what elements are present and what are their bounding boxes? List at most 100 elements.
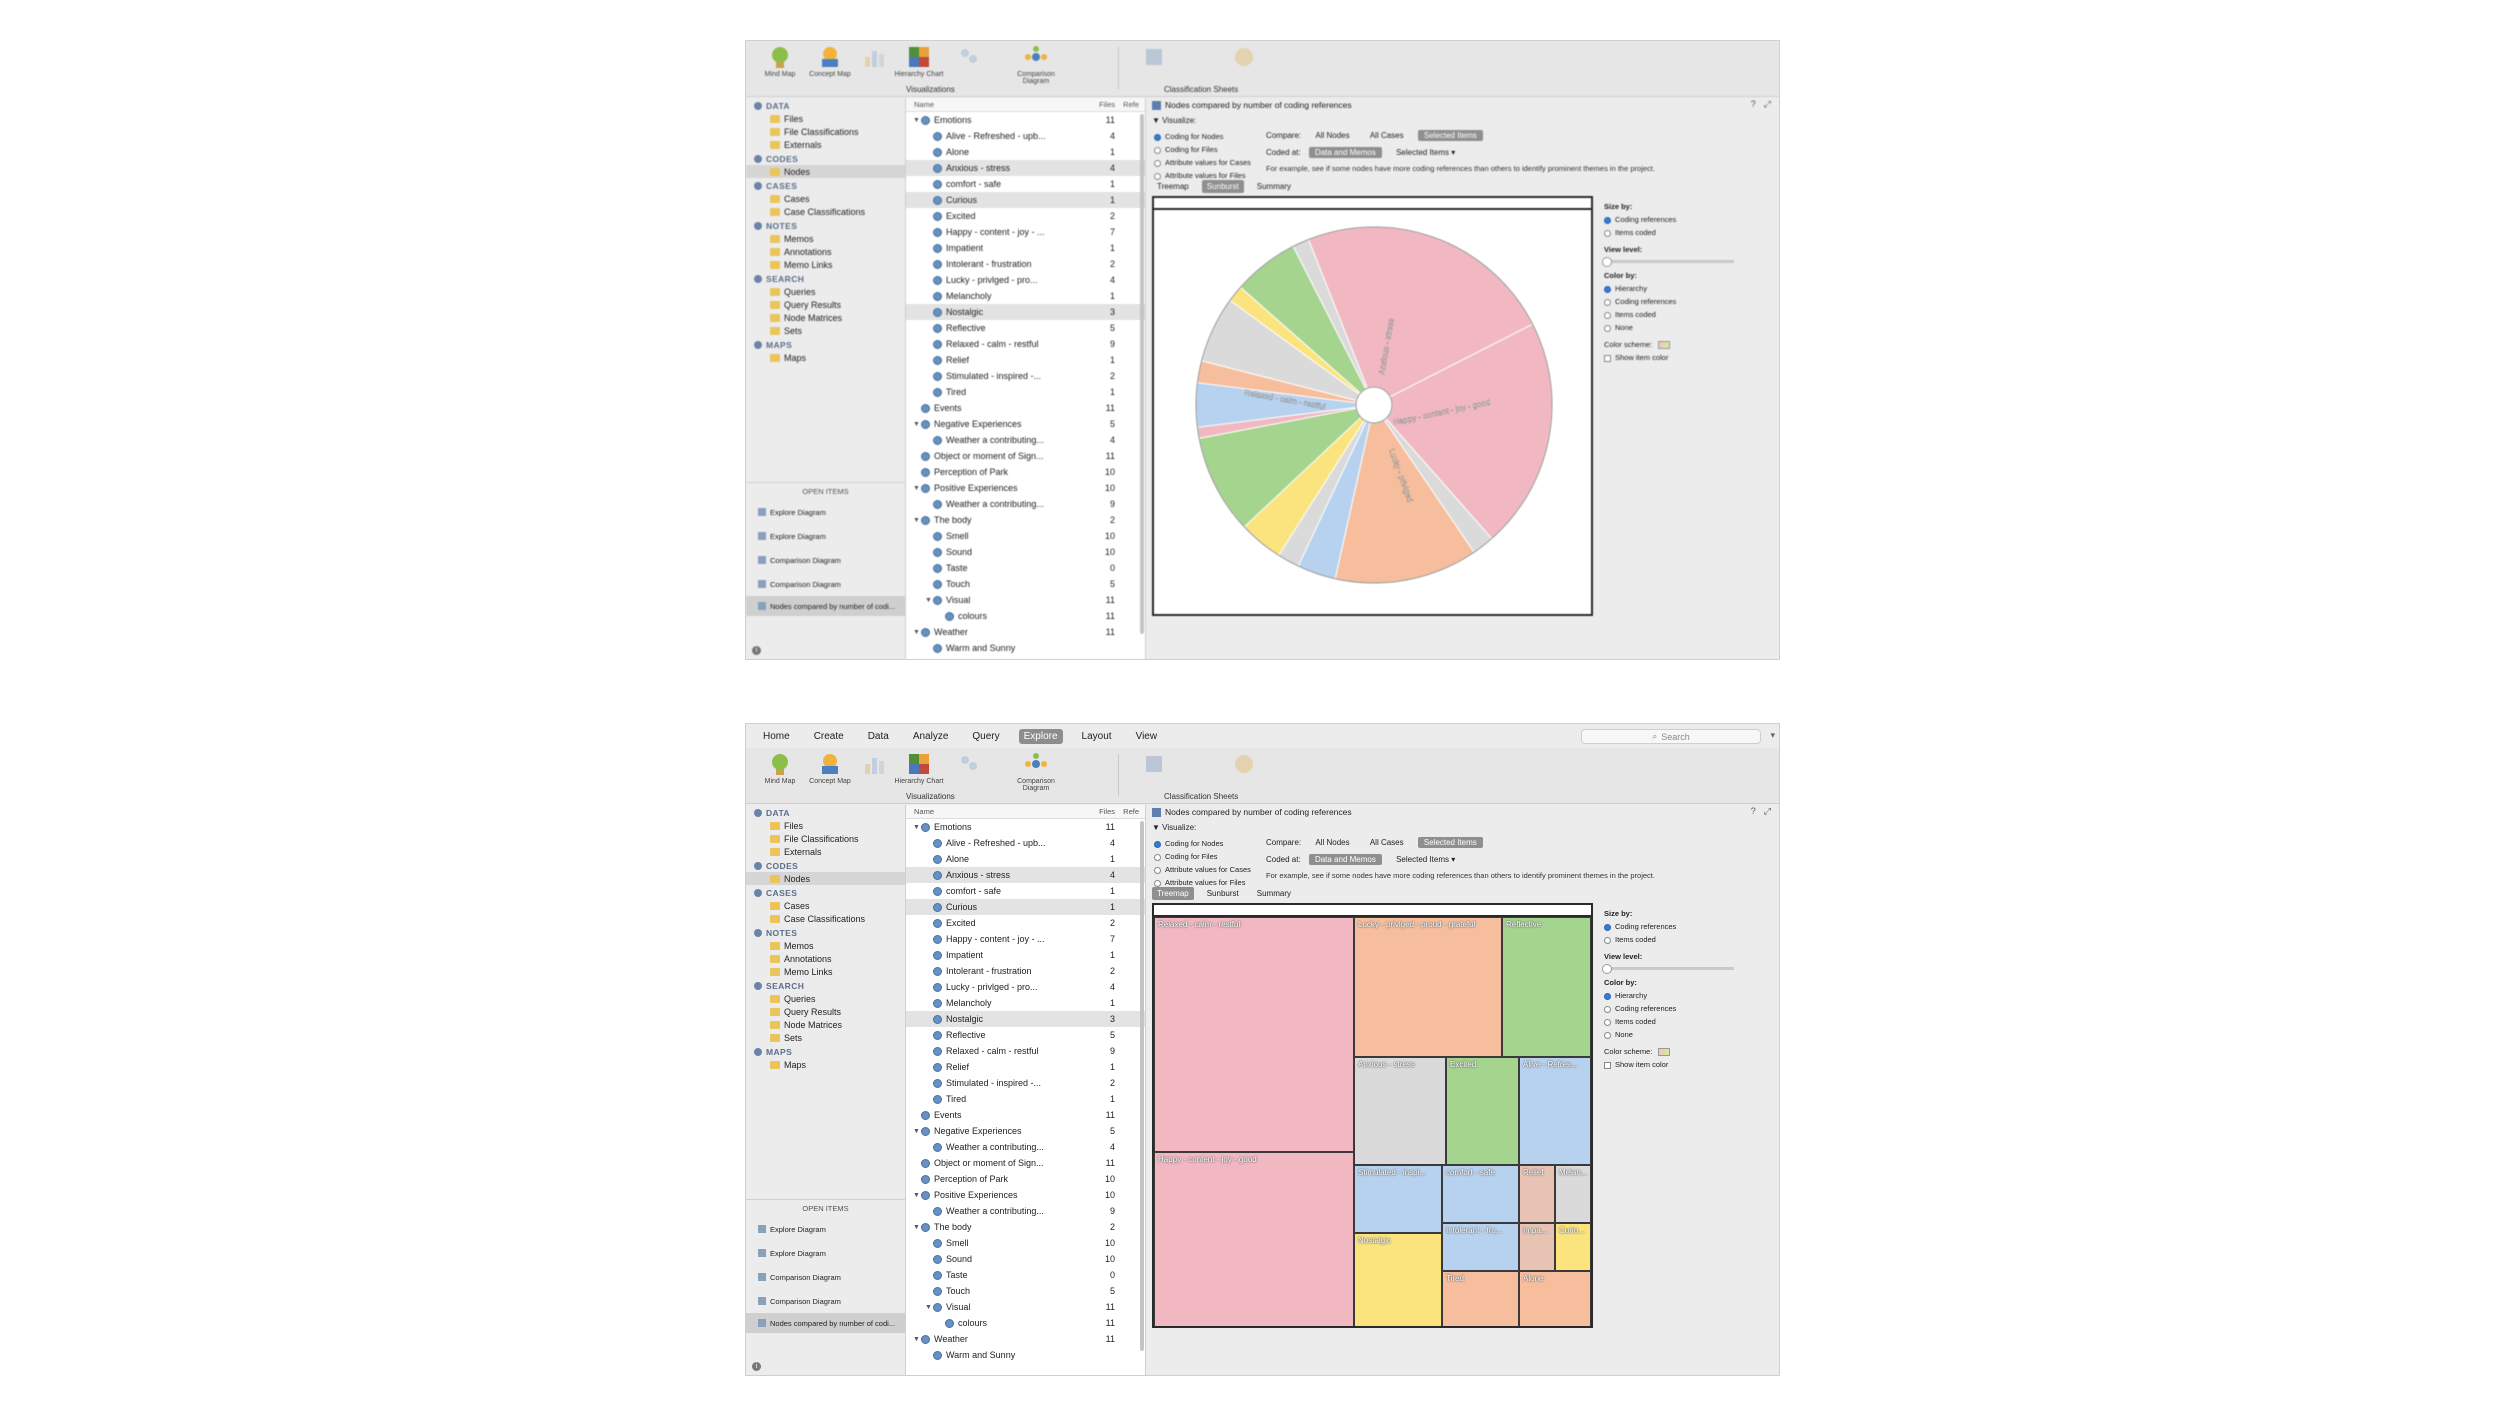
chart-button[interactable] [846,752,902,778]
disclosure-triangle-icon[interactable]: ▼ [913,1127,920,1135]
nav-section-maps[interactable]: MAPS [746,1044,905,1058]
size-by-coding-refs[interactable]: Coding references [1604,920,1779,933]
menu-create[interactable]: Create [813,730,844,742]
nav-item-memo-links[interactable]: Memo Links [746,965,905,978]
nav-item-memos[interactable]: Memos [746,939,905,952]
list-item[interactable]: Excited 2 [906,915,1145,931]
col-files[interactable]: Files [1099,100,1115,109]
open-item[interactable]: Explore Diagram [746,500,905,524]
nav-section-data[interactable]: DATA [746,805,905,819]
list-item[interactable]: Warm and Sunny [906,1347,1145,1363]
list-item[interactable]: Stimulated - inspired -... 2 [906,368,1145,384]
list-item[interactable]: Events 11 [906,400,1145,416]
chart-button[interactable] [846,45,902,71]
disclosure-triangle-icon[interactable]: ▼ [925,596,932,604]
scrollbar[interactable] [1140,114,1144,634]
list-item[interactable]: Relaxed - calm - restful 9 [906,336,1145,352]
list-item[interactable]: Intolerant - frustration 2 [906,256,1145,272]
nav-item-case-classifications[interactable]: Case Classifications [746,205,905,218]
list-item[interactable]: Relaxed - calm - restful 9 [906,1043,1145,1059]
list-item[interactable]: Reflective 5 [906,1027,1145,1043]
list-item[interactable]: ▼ The body 2 [906,1219,1145,1235]
treemap-cell[interactable]: Excited [1446,1057,1519,1165]
list-item[interactable]: Alive - Refreshed - upb... 4 [906,835,1145,851]
disclosure-triangle-icon[interactable]: ▼ [913,628,920,636]
treemap-cell[interactable]: Happy - content - joy - good [1154,1152,1354,1326]
classification-button-2[interactable] [1216,45,1272,71]
list-item[interactable]: Alone 1 [906,144,1145,160]
option-attr-files[interactable]: Attribute values for Files [1154,876,1251,889]
option-coding-files[interactable]: Coding for Files [1154,850,1251,863]
menu-data[interactable]: Data [867,730,889,742]
tab-treemap[interactable]: Treemap [1157,182,1189,191]
sunburst-chart[interactable]: Relaxed - calm - restful Happy - content … [1154,210,1593,610]
list-item[interactable]: Object or moment of Sign... 11 [906,448,1145,464]
color-scheme[interactable]: Color scheme: [1604,1045,1779,1058]
list-item[interactable]: Tired 1 [906,384,1145,400]
coded-at-data-memos[interactable]: Data and Memos [1308,854,1382,865]
concept-map-button[interactable]: Concept Map [802,45,858,78]
cluster-analysis-button[interactable] [941,752,997,778]
open-item[interactable]: Explore Diagram [746,1217,905,1241]
list-item[interactable]: ▼ Emotions 11 [906,112,1145,128]
disclosure-triangle-icon[interactable]: ▼ [913,420,920,428]
list-item[interactable]: Reflective 5 [906,320,1145,336]
nav-section-data[interactable]: DATA [746,98,905,112]
list-item[interactable]: Smell 10 [906,1235,1145,1251]
list-item[interactable]: Lucky - privlged - pro... 4 [906,979,1145,995]
list-item[interactable]: colours 11 [906,608,1145,624]
classification-button-2[interactable] [1216,752,1272,778]
col-refs[interactable]: Refe [1123,100,1139,109]
classification-button-1[interactable] [1126,45,1182,71]
view-level-slider[interactable] [1602,964,1734,974]
nav-item-node-matrices[interactable]: Node Matrices [746,311,905,324]
list-item[interactable]: Weather a contributing... 4 [906,432,1145,448]
nav-item-memo-links[interactable]: Memo Links [746,258,905,271]
nav-item-queries[interactable]: Queries [746,285,905,298]
treemap-cell[interactable]: Melan... [1555,1165,1591,1223]
list-item[interactable]: Happy - content - joy - ... 7 [906,931,1145,947]
compare-all-cases[interactable]: All Cases [1369,838,1404,847]
info-icon[interactable]: i [752,646,761,655]
col-name[interactable]: Name [914,100,935,109]
list-item[interactable]: Curious 1 [906,192,1145,208]
list-item[interactable]: comfort - safe 1 [906,883,1145,899]
coded-at-selected-items[interactable]: Selected Items ▾ [1396,855,1456,864]
sunburst-center[interactable] [1355,386,1393,424]
chevron-down-icon[interactable]: ▾ [1770,730,1775,740]
nav-item-annotations[interactable]: Annotations [746,245,905,258]
color-by-none[interactable]: None [1604,1028,1779,1041]
treemap-cell[interactable]: Stimulated - inspi... [1354,1165,1442,1233]
color-by-items-coded[interactable]: Items coded [1604,1015,1779,1028]
nav-item-maps[interactable]: Maps [746,351,905,364]
menu-layout[interactable]: Layout [1081,730,1112,742]
mind-map-button[interactable]: Mind Map [752,752,808,785]
list-item[interactable]: Impatient 1 [906,947,1145,963]
list-item[interactable]: Relief 1 [906,1059,1145,1075]
nav-section-cases[interactable]: CASES [746,885,905,899]
nav-item-externals[interactable]: Externals [746,138,905,151]
disclosure-triangle-icon[interactable]: ▼ [913,1223,920,1231]
disclosure-triangle-icon[interactable]: ▼ [913,1335,920,1343]
open-item[interactable]: Explore Diagram [746,1241,905,1265]
treemap-cell[interactable]: Relief [1519,1165,1555,1223]
open-item[interactable]: Comparison Diagram [746,1289,905,1313]
list-item[interactable]: ▼ Negative Experiences 5 [906,416,1145,432]
color-scheme-swatch[interactable] [1658,341,1671,350]
list-item[interactable]: Alone 1 [906,851,1145,867]
list-item[interactable]: Perception of Park 10 [906,464,1145,480]
option-coding-files[interactable]: Coding for Files [1154,143,1251,156]
open-item[interactable]: Comparison Diagram [746,1265,905,1289]
info-icon[interactable]: i [752,1362,761,1371]
compare-selected-items[interactable]: Selected Items [1417,837,1483,848]
disclosure-triangle-icon[interactable]: ▼ [913,1191,920,1199]
help-icon[interactable]: ? [1750,99,1756,109]
nav-item-nodes[interactable]: Nodes [746,872,905,885]
tab-sunburst[interactable]: Sunburst [1201,180,1244,193]
tab-treemap[interactable]: Treemap [1152,887,1194,900]
option-coding-nodes[interactable]: Coding for Nodes [1154,130,1251,143]
treemap-cell[interactable]: Alone [1519,1271,1591,1326]
cluster-analysis-button[interactable] [941,45,997,71]
list-item[interactable]: Intolerant - frustration 2 [906,963,1145,979]
treemap-cell[interactable]: Alive - Refres... [1519,1057,1591,1165]
